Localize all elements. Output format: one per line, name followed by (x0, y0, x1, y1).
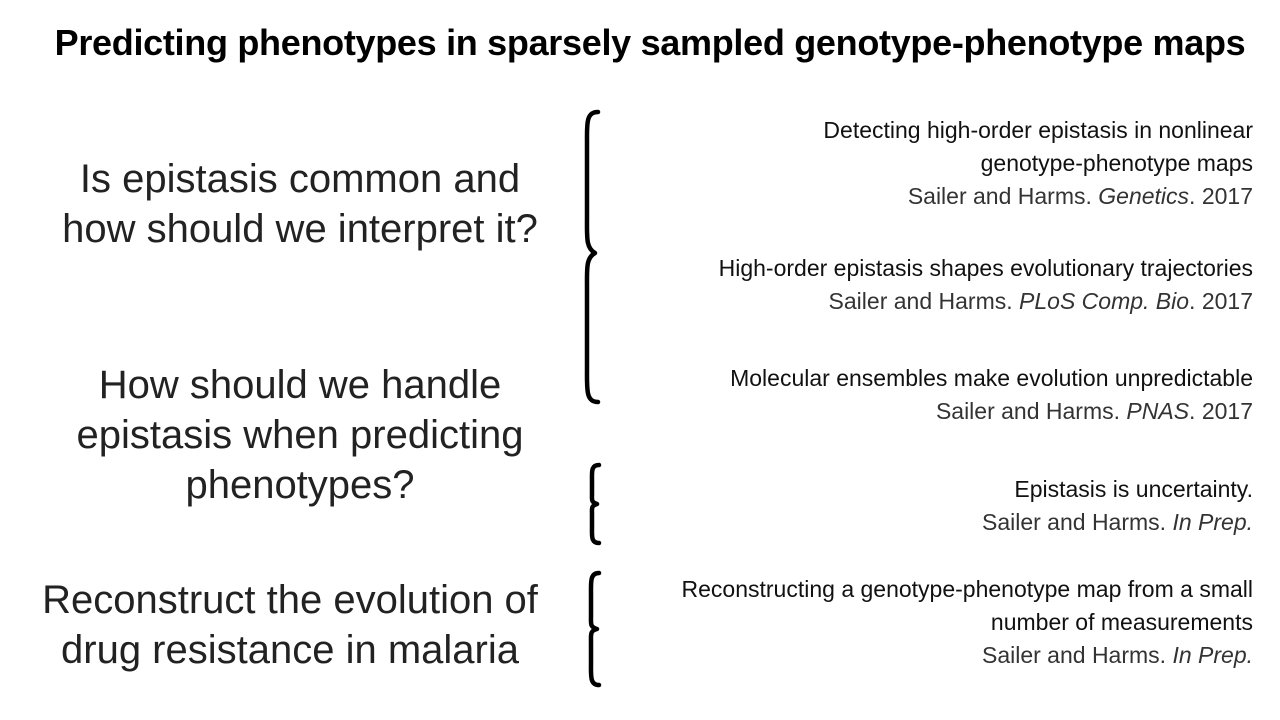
reference-citation: Sailer and Harms. Genetics. 2017 (733, 180, 1253, 213)
reference-citation: Sailer and Harms. PNAS. 2017 (730, 395, 1253, 428)
reference-title: Reconstructing a genotype-phenotype map … (681, 576, 1253, 635)
reference-authors: Sailer and Harms. (828, 288, 1013, 314)
reference-item: Detecting high-order epistasis in nonlin… (733, 114, 1253, 213)
reference-citation: Sailer and Harms. PLoS Comp. Bio. 2017 (719, 285, 1253, 318)
reference-year: . 2017 (1189, 183, 1253, 209)
slide-title: Predicting phenotypes in sparsely sample… (54, 22, 1246, 63)
reference-journal: PLoS Comp. Bio (1019, 288, 1190, 314)
reference-item: High-order epistasis shapes evolutionary… (719, 252, 1253, 318)
reference-year: . 2017 (1189, 288, 1253, 314)
question-epistasis-interpretation: Is epistasis common and how should we in… (62, 157, 538, 251)
large-brace (584, 109, 601, 405)
reference-citation: Sailer and Harms. In Prep. (982, 506, 1253, 539)
reference-title: High-order epistasis shapes evolutionary… (718, 255, 1253, 281)
reference-item: Epistasis is uncertainty. Sailer and Har… (982, 473, 1253, 539)
question-drug-resistance-malaria: Reconstruct the evolution of drug resist… (42, 578, 538, 672)
reference-title: Detecting high-order epistasis in nonlin… (823, 117, 1253, 176)
medium-brace-malaria (588, 570, 602, 688)
reference-journal: In Prep. (1172, 509, 1253, 535)
reference-item: Reconstructing a genotype-phenotype map … (663, 573, 1253, 672)
reference-title: Epistasis is uncertainty. (1014, 476, 1253, 502)
reference-title: Molecular ensembles make evolution unpre… (730, 365, 1253, 391)
reference-year: . 2017 (1189, 398, 1253, 424)
reference-journal: PNAS (1126, 398, 1190, 424)
reference-authors: Sailer and Harms. (981, 642, 1167, 668)
reference-authors: Sailer and Harms. (981, 509, 1167, 535)
reference-authors: Sailer and Harms. (907, 183, 1092, 209)
question-predicting-phenotypes: How should we handle epistasis when pred… (76, 363, 524, 507)
reference-journal: Genetics (1098, 183, 1190, 209)
reference-journal: In Prep. (1172, 642, 1253, 668)
reference-item: Molecular ensembles make evolution unpre… (730, 362, 1253, 428)
reference-authors: Sailer and Harms. (935, 398, 1121, 424)
reference-citation: Sailer and Harms. In Prep. (663, 639, 1253, 672)
small-brace-prediction (589, 462, 602, 546)
